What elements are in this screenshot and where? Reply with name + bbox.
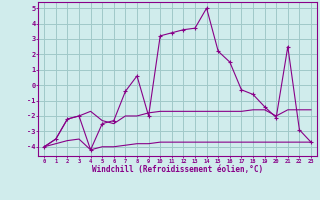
X-axis label: Windchill (Refroidissement éolien,°C): Windchill (Refroidissement éolien,°C) [92, 165, 263, 174]
